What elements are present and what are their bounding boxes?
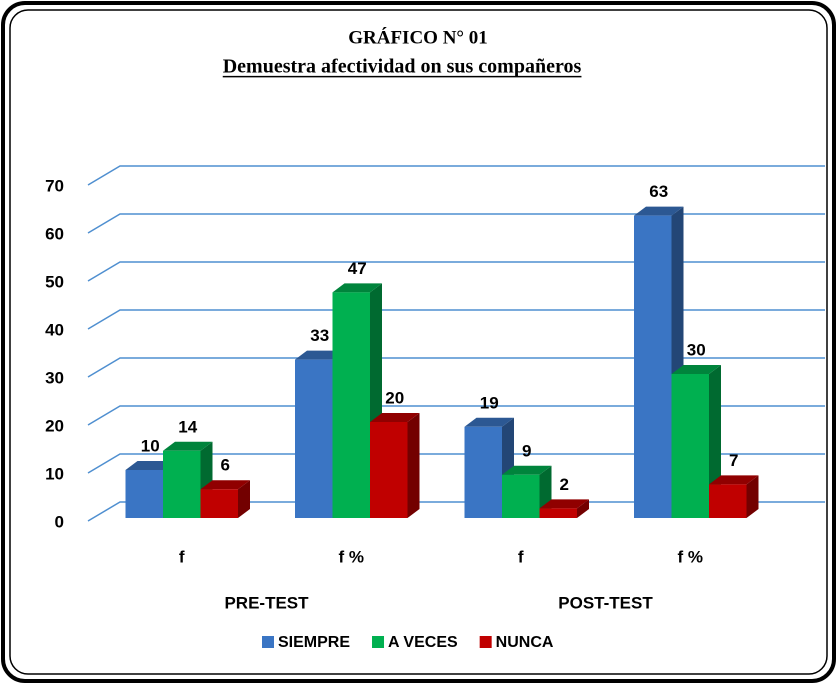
y-tick-label: 70: [45, 176, 64, 195]
grid-line: [87, 165, 825, 186]
y-tick-label: 30: [45, 368, 64, 387]
grid-line: [87, 309, 825, 330]
data-label: 30: [687, 340, 706, 359]
grid-line: [87, 261, 825, 282]
bar-top: [502, 465, 552, 475]
bar-front: [332, 292, 370, 518]
x-tick-label: f %: [339, 547, 365, 566]
bar-top: [332, 283, 382, 293]
chart-title: GRÁFICO N° 01: [348, 26, 488, 48]
data-label: 47: [348, 259, 367, 278]
data-label: 9: [522, 441, 531, 460]
data-label: 33: [310, 326, 329, 345]
bar-front: [539, 508, 577, 518]
legend-swatch: [479, 636, 492, 648]
grid-line: [87, 357, 825, 378]
bar-top: [163, 441, 213, 451]
bar-front: [464, 426, 502, 518]
data-label: 6: [221, 456, 230, 475]
y-tick-label: 0: [55, 512, 64, 531]
bar: [502, 465, 552, 518]
group-label: POST-TEST: [558, 593, 653, 612]
data-label: 7: [729, 451, 738, 470]
data-label: 63: [649, 182, 668, 201]
bar-front: [709, 484, 747, 518]
bar-top: [539, 499, 589, 509]
data-label: 14: [178, 417, 197, 436]
bar-front: [295, 359, 333, 518]
grid-line: [87, 453, 825, 474]
bar-side: [577, 499, 589, 518]
x-tick-label: f: [179, 547, 185, 566]
data-label: 10: [141, 436, 160, 455]
legend-label: SIEMPRE: [278, 634, 350, 651]
bar-side: [407, 413, 420, 518]
data-label: 19: [480, 393, 499, 412]
bar: [370, 413, 420, 518]
bar-front: [163, 450, 201, 518]
bar-side: [238, 480, 250, 518]
chart-subtitle: Demuestra afectividad on sus compañeros: [223, 56, 582, 78]
bar-front: [200, 489, 238, 518]
y-tick-label: 10: [45, 464, 64, 483]
bar: [200, 480, 250, 518]
x-tick-label: f %: [678, 547, 704, 566]
bar-top: [709, 475, 759, 485]
data-label: 2: [560, 475, 569, 494]
y-tick-label: 60: [45, 224, 64, 243]
bar: [709, 475, 759, 518]
data-label: 20: [385, 388, 404, 407]
bar-top: [464, 417, 514, 427]
bar-top: [295, 350, 345, 360]
legend-label: A VECES: [388, 634, 458, 651]
bar-top: [125, 461, 175, 470]
y-tick-label: 50: [45, 272, 64, 291]
bar-front: [502, 474, 540, 518]
group-label: PRE-TEST: [224, 593, 309, 612]
x-tick-label: f: [518, 547, 524, 566]
bar-top: [671, 365, 721, 374]
y-tick-label: 40: [45, 320, 64, 339]
bar-top: [634, 206, 684, 216]
bar-front: [671, 374, 709, 518]
bar-top: [370, 413, 420, 422]
grid-line: [87, 405, 825, 426]
bar-front: [370, 422, 408, 518]
bar-top: [200, 480, 250, 490]
bar-front: [125, 470, 163, 518]
grid-line: [87, 501, 825, 522]
grid-line: [87, 213, 825, 234]
inner-frame: [9, 9, 828, 675]
bar: [539, 499, 589, 518]
legend-swatch: [262, 636, 274, 648]
legend-label: NUNCA: [496, 634, 554, 651]
bar-side: [746, 475, 759, 518]
bar-front: [634, 215, 672, 518]
legend-swatch: [372, 636, 385, 648]
y-tick-label: 20: [45, 416, 64, 435]
